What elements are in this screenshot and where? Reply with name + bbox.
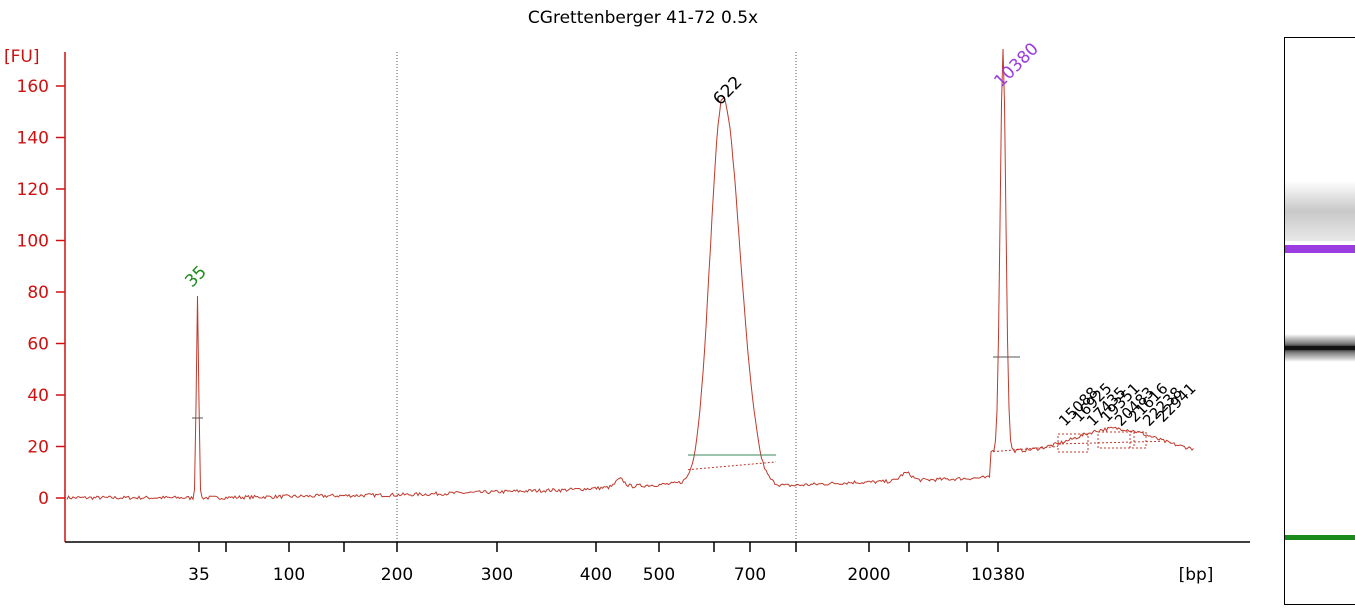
x-axis bbox=[65, 541, 1250, 552]
y-tick-label: 140 bbox=[17, 129, 49, 149]
small-peak-box bbox=[1129, 431, 1147, 449]
x-tick-labels: 35 100 200 300 400 500 700 2000 10380 bbox=[188, 565, 1025, 585]
x-axis-unit: [bp] bbox=[1179, 565, 1214, 585]
gel-image bbox=[1284, 37, 1355, 605]
x-tick-label: 300 bbox=[481, 565, 513, 585]
y-tick-label: 20 bbox=[27, 438, 49, 458]
electropherogram-chart: CGrettenberger 41-72 0.5x [FU] [bp] 0 20 4… bbox=[4, 8, 1250, 585]
y-tick-label: 60 bbox=[27, 335, 49, 355]
y-tick-label: 40 bbox=[27, 386, 49, 406]
y-axis-unit: [FU] bbox=[4, 47, 40, 67]
y-axis bbox=[56, 52, 66, 542]
x-tick-label: 400 bbox=[580, 565, 612, 585]
y-tick-labels: 0 20 40 60 80 100 120 140 160 bbox=[17, 77, 49, 509]
x-tick-label: 500 bbox=[643, 565, 675, 585]
gel-smear-top bbox=[1285, 181, 1355, 241]
x-tick-label: 100 bbox=[273, 565, 305, 585]
y-tick-label: 100 bbox=[17, 232, 49, 252]
baseline-dotted bbox=[687, 440, 1161, 471]
peak-label-35: 35 bbox=[181, 262, 210, 291]
gel-band-lower-marker bbox=[1285, 535, 1355, 540]
y-tick-label: 120 bbox=[17, 180, 49, 200]
y-tick-label: 0 bbox=[38, 489, 49, 509]
small-peak-region-boxes bbox=[1057, 431, 1147, 453]
gel-band-upper-marker bbox=[1285, 245, 1355, 253]
x-tick-label: 10380 bbox=[971, 565, 1025, 585]
x-tick-label: 700 bbox=[734, 565, 766, 585]
peak-label-10380: 10380 bbox=[990, 39, 1042, 91]
gel-band-main bbox=[1285, 346, 1355, 350]
y-tick-label: 160 bbox=[17, 77, 49, 97]
vertical-gridlines bbox=[396, 52, 797, 542]
x-tick-label: 2000 bbox=[847, 565, 890, 585]
small-peak-box bbox=[1097, 431, 1135, 449]
electropherogram-trace bbox=[66, 48, 1194, 501]
y-tick-label: 80 bbox=[27, 283, 49, 303]
chart-title: CGrettenberger 41-72 0.5x bbox=[528, 8, 758, 28]
x-tick-label: 35 bbox=[188, 565, 210, 585]
x-tick-label: 200 bbox=[381, 565, 413, 585]
peak-label-622: 622 bbox=[709, 72, 746, 109]
